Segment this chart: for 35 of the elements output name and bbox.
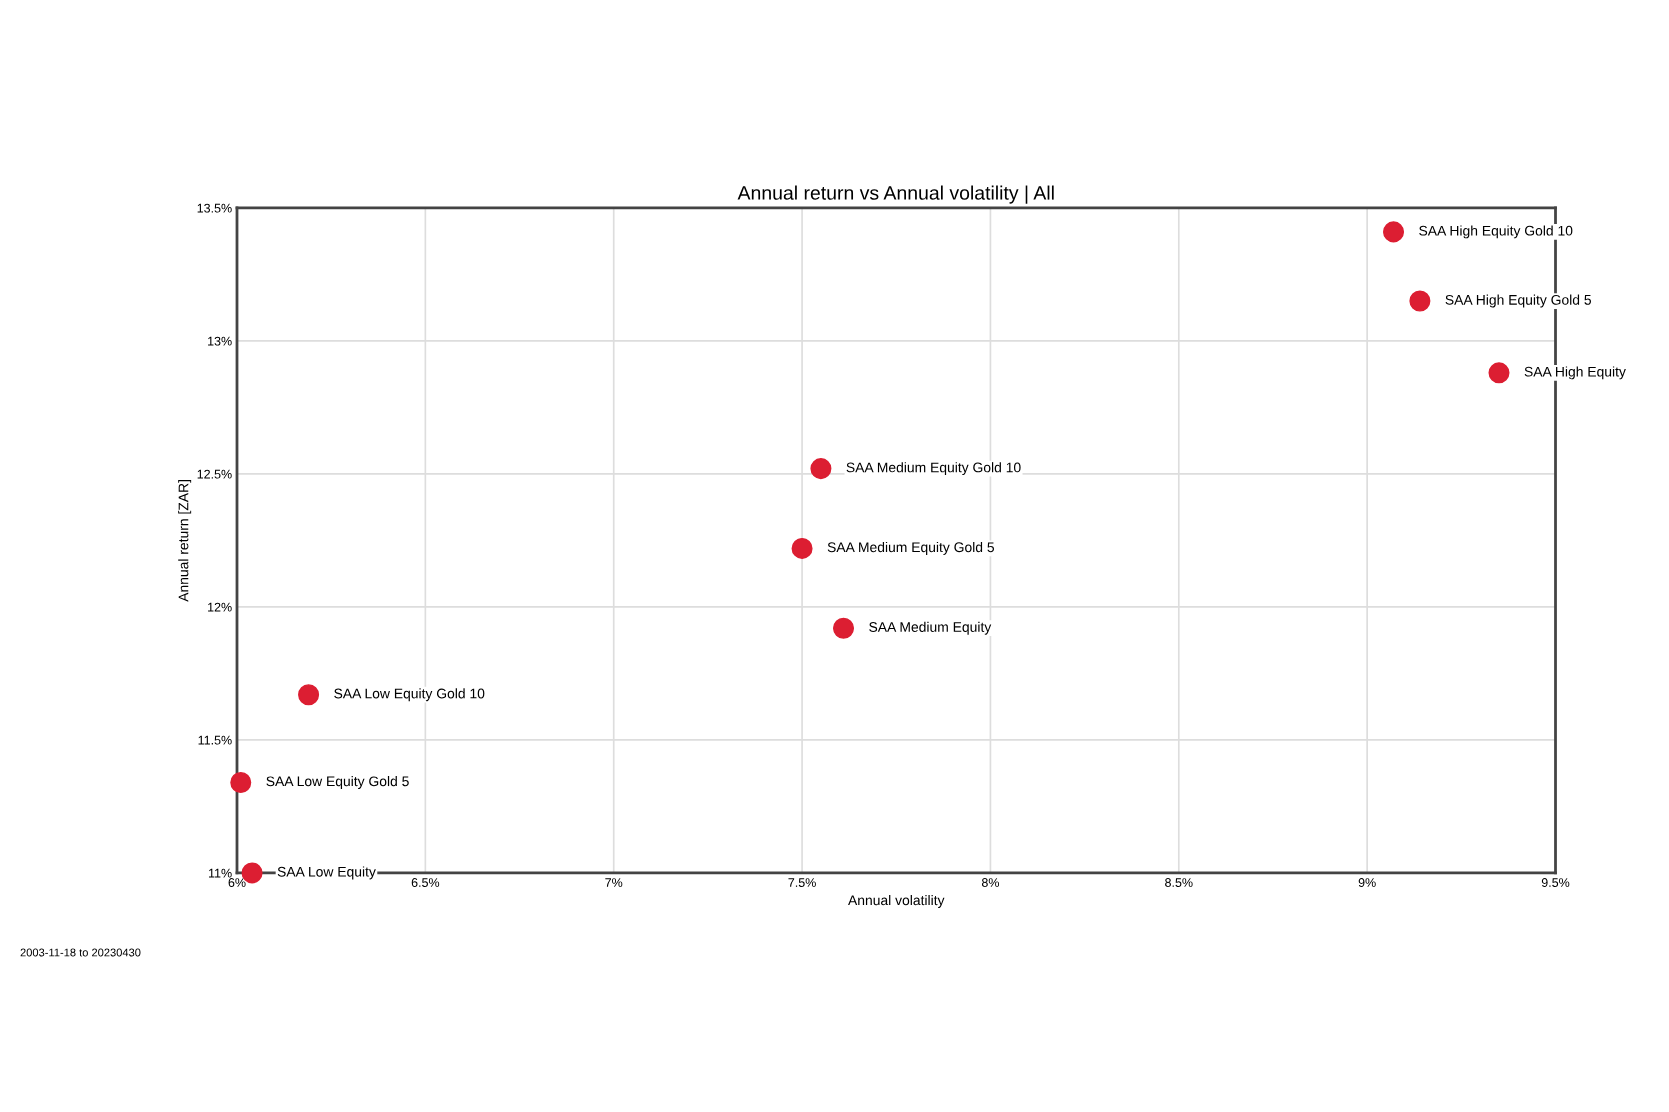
series-label: SAA Medium Equity [869,621,992,635]
x-tick-label: 7.5% [788,878,816,887]
series-label: SAA Low Equity [277,866,376,880]
chart-title: Annual return vs Annual volatility | All [737,185,1054,204]
series-label: SAA High Equity Gold 5 [1445,294,1591,308]
point [791,537,813,559]
y-axis-title: Annual return [ZAR] [178,480,192,602]
x-tick-label: 8.5% [1165,878,1193,887]
point [230,771,252,793]
y-tick-label: 13% [208,336,232,346]
y-tick-label: 11.5% [198,735,232,745]
x-tick-label: 8% [981,878,1000,887]
point [810,458,832,480]
series-label: SAA High Equity Gold 10 [1419,225,1573,239]
y-tick-label: 12% [208,602,232,612]
x-tick-label: 6.5% [411,878,440,887]
x-tick-label: 7% [605,878,623,887]
x-tick-label: 6% [228,878,246,887]
point [1409,290,1431,312]
y-tick-label: 11% [208,868,232,878]
x-axis-title: Annual volatility [848,894,945,908]
x-tick-label: 9.5% [1541,878,1570,887]
series-label: SAA Medium Equity Gold 5 [827,541,995,555]
point [298,684,320,706]
point [832,617,855,639]
series-label: SAA Medium Equity Gold 10 [846,462,1021,476]
point [1488,362,1510,384]
text: 2003-11-18 to 20230430 [20,948,141,957]
series-label: SAA High Equity [1524,366,1626,380]
y-tick-label: 12.5% [197,469,232,479]
x-tick-label: 9% [1358,878,1376,887]
series-label: SAA Low Equity Gold 5 [266,776,409,789]
y-tick-label: 13.5% [197,203,232,213]
series-label: SAA Low Equity Gold 10 [334,688,485,702]
point [1382,221,1405,243]
